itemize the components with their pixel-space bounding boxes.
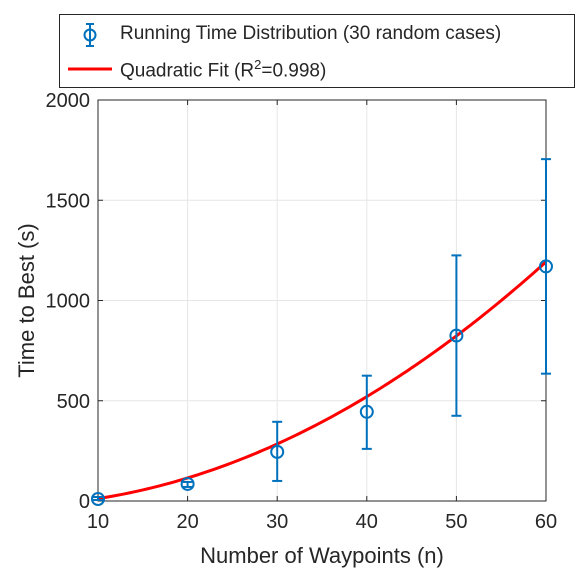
y-tick-label: 1000 — [46, 291, 91, 313]
tick-label-layer: 10 20 30 40 50 60 0 500 1000 1500 2000 — [46, 90, 558, 533]
legend-entry-fit: Quadratic Fit (R2=0.998) — [60, 53, 574, 85]
x-tick-label: 20 — [176, 511, 198, 533]
y-tick-label: 1500 — [46, 190, 91, 212]
errorbar-layer — [91, 158, 553, 506]
x-tick-label: 30 — [266, 511, 288, 533]
x-tick-label: 60 — [535, 511, 557, 533]
y-tick-label: 500 — [57, 391, 90, 413]
data-point — [449, 328, 464, 343]
fit-curve-layer — [97, 260, 548, 501]
x-tick-label: 40 — [356, 511, 378, 533]
x-axis-label: Number of Waypoints (n) — [200, 543, 444, 568]
legend-label-errorbar: Running Time Distribution (30 random cas… — [120, 23, 502, 44]
data-point — [270, 444, 285, 459]
legend-line-glyph — [68, 67, 112, 71]
x-tick-label: 10 — [87, 511, 109, 533]
y-tick-label: 2000 — [46, 90, 91, 112]
x-tick-label: 50 — [445, 511, 467, 533]
data-point — [359, 404, 374, 419]
data-point — [539, 259, 553, 274]
y-tick-label: 0 — [79, 491, 90, 513]
legend-errorbar-glyph — [83, 23, 97, 47]
legend-entry-errorbar: Running Time Distribution (30 random cas… — [60, 19, 574, 51]
data-point — [180, 476, 195, 491]
y-axis-label: Time to Best (s) — [14, 223, 39, 377]
fit-line — [97, 260, 548, 501]
data-point — [91, 491, 105, 506]
legend: Running Time Distribution (30 random cas… — [59, 14, 575, 88]
grid — [97, 99, 547, 502]
legend-label-fit: Quadratic Fit (R2=0.998) — [120, 57, 327, 82]
